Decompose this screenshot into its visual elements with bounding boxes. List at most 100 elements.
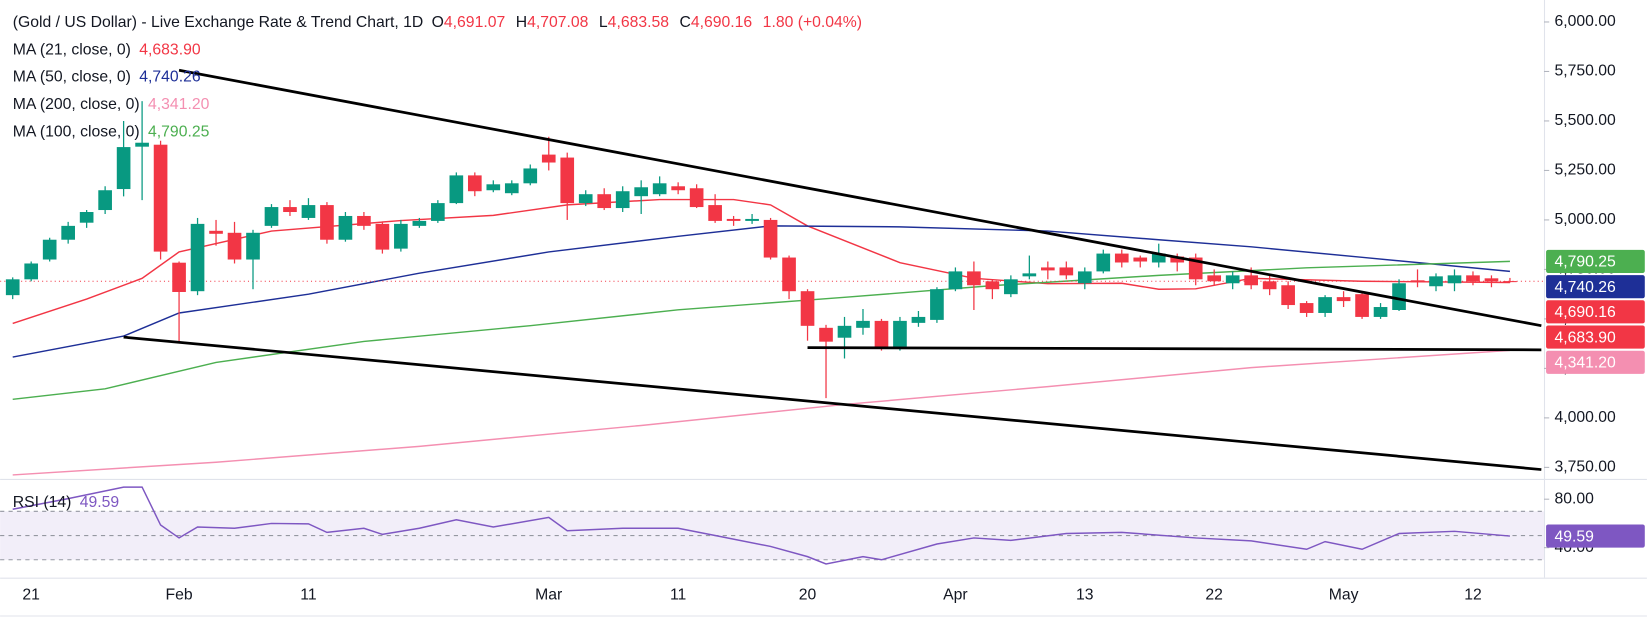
candle-body [1114, 253, 1129, 263]
candle-body [301, 205, 316, 218]
ohlc-value: 4,707.08 [527, 14, 589, 31]
candle-body [5, 279, 20, 296]
price-tag [1546, 249, 1645, 274]
candle-body [1373, 307, 1388, 317]
x-tick-label: Apr [943, 587, 968, 604]
candle-body [246, 232, 260, 260]
candle-body [1022, 273, 1037, 277]
ma-legend: MA (100, close, 0) 4,790.25 [13, 123, 210, 140]
rsi-tag [1546, 524, 1645, 548]
trendline [178, 68, 1542, 328]
candle-body [634, 187, 649, 197]
x-tick-label: 22 [1205, 587, 1223, 604]
price-tag-label: 4,740.26 [1554, 279, 1616, 296]
candle-body [819, 327, 833, 342]
price-tag-label: 4,683.90 [1554, 329, 1616, 346]
ma-legend-name: MA (200, close, 0) [13, 96, 140, 113]
rsi-pane [12, 486, 1511, 565]
candle-body [172, 262, 186, 292]
price-tag [1546, 325, 1645, 349]
ma-legend-value: 4,683.90 [139, 42, 201, 59]
candle-body [431, 203, 445, 221]
candle-body [1410, 280, 1425, 283]
price-tag-label: 4,341.20 [1554, 354, 1616, 371]
candle-body [320, 205, 334, 240]
x-tick-label: Feb [165, 587, 192, 604]
ohlc-value: 4,690.16 [691, 14, 753, 31]
candle-body [209, 230, 223, 234]
candle-body [985, 281, 1000, 290]
rsi-legend: RSI (14) 49.59 [13, 494, 120, 511]
candle-body [967, 271, 981, 286]
y-tick-label: 5,750.00 [1554, 63, 1616, 80]
price-tag [1546, 350, 1645, 374]
candle-body [763, 219, 778, 258]
candle-body [874, 320, 889, 347]
price-pane [0, 68, 1544, 476]
moving-average-line [12, 260, 1510, 401]
candle-body [1447, 275, 1462, 284]
ma-legend: MA (200, close, 0) 4,341.20 [13, 96, 210, 113]
ohlc-key: L [599, 14, 608, 31]
candle-body [1466, 275, 1480, 282]
candle-body [1318, 297, 1332, 313]
candle-body [486, 184, 501, 191]
candle-body [671, 186, 685, 191]
y-tick-label: 3,750.00 [1554, 459, 1616, 476]
trendline [807, 346, 1542, 352]
rsi-tag-label: 49.59 [1554, 528, 1594, 545]
candle-body [1299, 303, 1314, 313]
candle-body [283, 207, 297, 213]
candle-body [61, 225, 75, 240]
y-tick-label: 5,000.00 [1554, 211, 1616, 228]
candle-body [1281, 285, 1295, 306]
candle-body [708, 205, 722, 221]
price-tag [1546, 300, 1645, 324]
price-tag [1546, 275, 1645, 299]
rsi-tick-label: 80.00 [1554, 490, 1594, 507]
candle-body [560, 157, 575, 204]
trendline [123, 335, 1542, 471]
candle-body [227, 232, 242, 260]
candle-body [1336, 297, 1351, 302]
ma-legend: MA (21, close, 0) 4,683.90 [13, 42, 201, 59]
x-tick-label: 11 [670, 587, 686, 604]
candle-body [911, 316, 926, 323]
candle-body [523, 168, 538, 184]
candle-body [1151, 253, 1166, 263]
candle-body [1133, 257, 1148, 262]
candle-body [893, 320, 907, 347]
candle-body [1207, 275, 1222, 282]
ma-legend-value: 4,341.20 [148, 96, 210, 113]
candle-body [1484, 278, 1499, 282]
candle-body [116, 147, 131, 190]
moving-average-line [12, 349, 1510, 476]
y-tick-label: 4,000.00 [1554, 409, 1616, 426]
candle-body [375, 223, 390, 250]
candle-body [467, 175, 482, 192]
candle-body [597, 194, 612, 209]
candle-body [1059, 267, 1074, 276]
rsi-line [12, 486, 1511, 565]
candle-body [652, 183, 667, 195]
ma-legend-name: MA (50, close, 0) [13, 69, 131, 86]
candle-body [1262, 281, 1277, 290]
candle-body [800, 291, 815, 326]
candle-body [1077, 271, 1092, 284]
candle-body [394, 223, 408, 249]
candle-body [449, 175, 464, 204]
candle-body [782, 257, 796, 292]
candle-body [79, 212, 94, 223]
candle-body [190, 223, 205, 292]
candle-body [837, 325, 852, 338]
candle-body [1392, 283, 1406, 310]
header-legend: (Gold / US Dollar) - Live Exchange Rate … [13, 14, 862, 31]
ohlc-key: H [516, 14, 527, 31]
moving-average-line [12, 225, 1511, 358]
candle-body [1096, 253, 1111, 272]
candle-body [1170, 256, 1185, 263]
candle-body [338, 215, 353, 240]
candle-body [98, 190, 112, 211]
candle-body [264, 207, 279, 226]
